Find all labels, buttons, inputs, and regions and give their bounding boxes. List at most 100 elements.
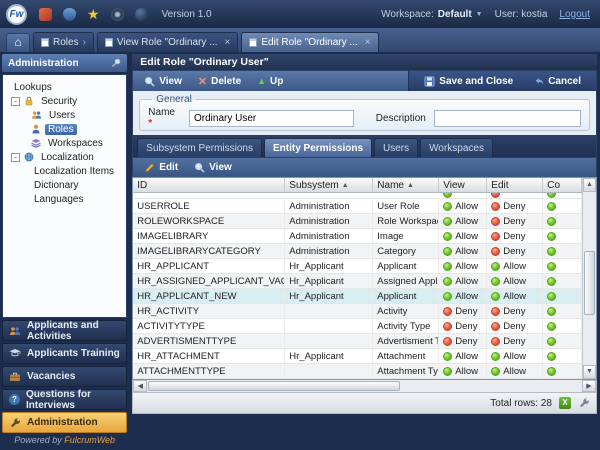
close-icon[interactable]: × [225,38,231,48]
tree-item-security[interactable]: - Security [5,94,124,108]
tree-item-localization[interactable]: - Localization [5,150,124,164]
sidebar-section-questions-interviews[interactable]: ? Questions for Interviews [2,389,127,410]
table-row[interactable]: ADVERTISMENTTYPE Advertisment Type Deny … [133,334,582,349]
fulcrumweb-link[interactable]: FulcrumWeb [64,435,115,445]
nav-tab-roles[interactable]: Roles › [33,32,94,52]
column-header-co[interactable]: Co [543,178,582,192]
scroll-track[interactable] [147,380,582,392]
excel-export-icon[interactable]: X [559,397,571,409]
permission-label: Deny [503,216,525,227]
scroll-thumb[interactable] [584,251,595,315]
star-icon[interactable]: ★ [87,8,100,21]
tree-item-label: Workspaces [45,138,106,149]
table-row[interactable]: IMAGELIBRARY Administration Image Allow … [133,229,582,244]
scroll-up-arrow[interactable]: ▲ [583,178,596,192]
tree-item-workspaces[interactable]: Workspaces [5,136,124,150]
table-row[interactable]: HR_APPLICANT_NEW Hr_Applicant Applicant … [133,289,582,304]
table-row[interactable]: HR_ATTACHMENT Hr_Applicant Attachment Al… [133,349,582,364]
column-header-view[interactable]: View [439,178,487,192]
cell-subsystem [285,319,373,333]
powered-by-text: Powered by [14,435,64,445]
description-field[interactable] [434,110,581,127]
cell-id: HR_APPLICANT [133,259,285,273]
sidebar-section-vacancies[interactable]: Vacancies [2,366,127,387]
cell-id: HR_ATTACHMENT [133,349,285,363]
nav-tab-view-role[interactable]: View Role "Ordinary ... × [97,32,238,52]
disc-icon[interactable] [111,8,124,21]
close-icon[interactable]: × [365,38,371,48]
collapse-icon[interactable]: - [11,153,20,162]
tree-item-dictionary[interactable]: Dictionary [5,178,124,192]
table-row[interactable]: HR_APPLICANT Hr_Applicant Applicant Allo… [133,259,582,274]
table-row[interactable]: HR_ASSIGNED_APPLICANT_VACANCY Hr_Applica… [133,274,582,289]
main-panel: Edit Role "Ordinary User" View ✕ Delete … [129,52,600,450]
grid-toolbar: Edit View [132,157,597,177]
wrench-icon[interactable] [578,397,590,409]
sidebar-section-applicants-training[interactable]: Applicants Training [2,343,127,364]
cell-name: Assigned Applicant [373,274,439,288]
view-button[interactable]: View [137,74,189,89]
column-header-name[interactable]: Name▲ [373,178,439,192]
hammer-icon[interactable] [39,8,52,21]
cell-id: ADVERTISMENTTYPE [133,334,285,348]
permission-dot [443,292,452,301]
tree-item-languages[interactable]: Languages [5,192,124,206]
scroll-thumb[interactable] [148,381,400,391]
question-icon: ? [9,394,20,405]
button-label: Up [270,76,283,87]
delete-button[interactable]: ✕ Delete [191,73,248,90]
name-field[interactable] [189,110,354,127]
workspace-dropdown[interactable]: Workspace: Default ▼ [381,9,482,20]
cell-view-permission: Allow [439,214,487,228]
collapse-icon[interactable]: - [11,97,20,106]
cell-name: Attachment Type [373,364,439,378]
tab-subsystem-permissions[interactable]: Subsystem Permissions [137,138,262,157]
table-row[interactable]: ROLEWORKSPACE Administration Role Worksp… [133,214,582,229]
permission-label: Allow [503,291,526,302]
tree-item-roles[interactable]: Roles [5,122,124,136]
scroll-left-arrow[interactable]: ◀ [133,380,147,392]
table-row[interactable]: ATTACHMENTTYPE Attachment Type Allow All… [133,364,582,379]
logout-link[interactable]: Logout [559,9,590,20]
globe-icon[interactable] [135,8,148,21]
scroll-track[interactable] [583,192,596,365]
shield-icon[interactable] [63,8,76,21]
permission-dot [443,367,452,376]
tab-entity-permissions[interactable]: Entity Permissions [264,138,372,157]
column-header-edit[interactable]: Edit [487,178,543,192]
cell-id: HR_ACTIVITY [133,304,285,318]
tree-item-localization-items[interactable]: Localization Items [5,164,124,178]
permission-dot [443,202,452,211]
permission-dot [491,367,500,376]
table-row[interactable]: USERROLE Administration User Role Allow … [133,199,582,214]
tree-item-users[interactable]: Users [5,108,124,122]
column-header-id[interactable]: ID [133,178,285,192]
scroll-down-arrow[interactable]: ▼ [583,365,596,379]
document-icon [41,38,49,47]
table-row[interactable]: IMAGELIBRARYCATEGORY Administration Cate… [133,244,582,259]
nav-tab-edit-role[interactable]: Edit Role "Ordinary ... × [241,32,378,52]
save-and-close-button[interactable]: Save and Close [417,74,520,89]
sidebar-section-applicants-activities[interactable]: Applicants and Activities [2,320,127,341]
scroll-right-arrow[interactable]: ▶ [582,380,596,392]
cell-view-permission: Allow [439,229,487,243]
column-header-subsystem[interactable]: Subsystem▲ [285,178,373,192]
edit-button[interactable]: Edit [137,160,185,175]
vertical-scrollbar[interactable]: ▲ ▼ [582,178,596,379]
tab-users[interactable]: Users [374,138,418,157]
tab-workspaces[interactable]: Workspaces [420,138,493,157]
chevron-right-icon: › [83,37,86,48]
table-row[interactable]: ACTIVITYTYPE Activity Type Deny Deny [133,319,582,334]
permission-dot [491,247,500,256]
table-row[interactable]: HR_ACTIVITY Activity Deny Deny [133,304,582,319]
view-button[interactable]: View [187,160,239,175]
tree-item-lookups[interactable]: Lookups [5,80,124,94]
horizontal-scrollbar[interactable]: ◀ ▶ [132,380,597,393]
cancel-button[interactable]: Cancel [526,74,588,89]
permission-dot [443,232,452,241]
up-button[interactable]: ▲ Up [250,74,290,89]
sidebar-section-administration[interactable]: Administration [2,412,127,433]
cell-id: HR_APPLICANT_NEW [133,289,285,303]
pin-icon[interactable] [111,58,121,68]
home-button[interactable]: ⌂ [6,33,30,52]
